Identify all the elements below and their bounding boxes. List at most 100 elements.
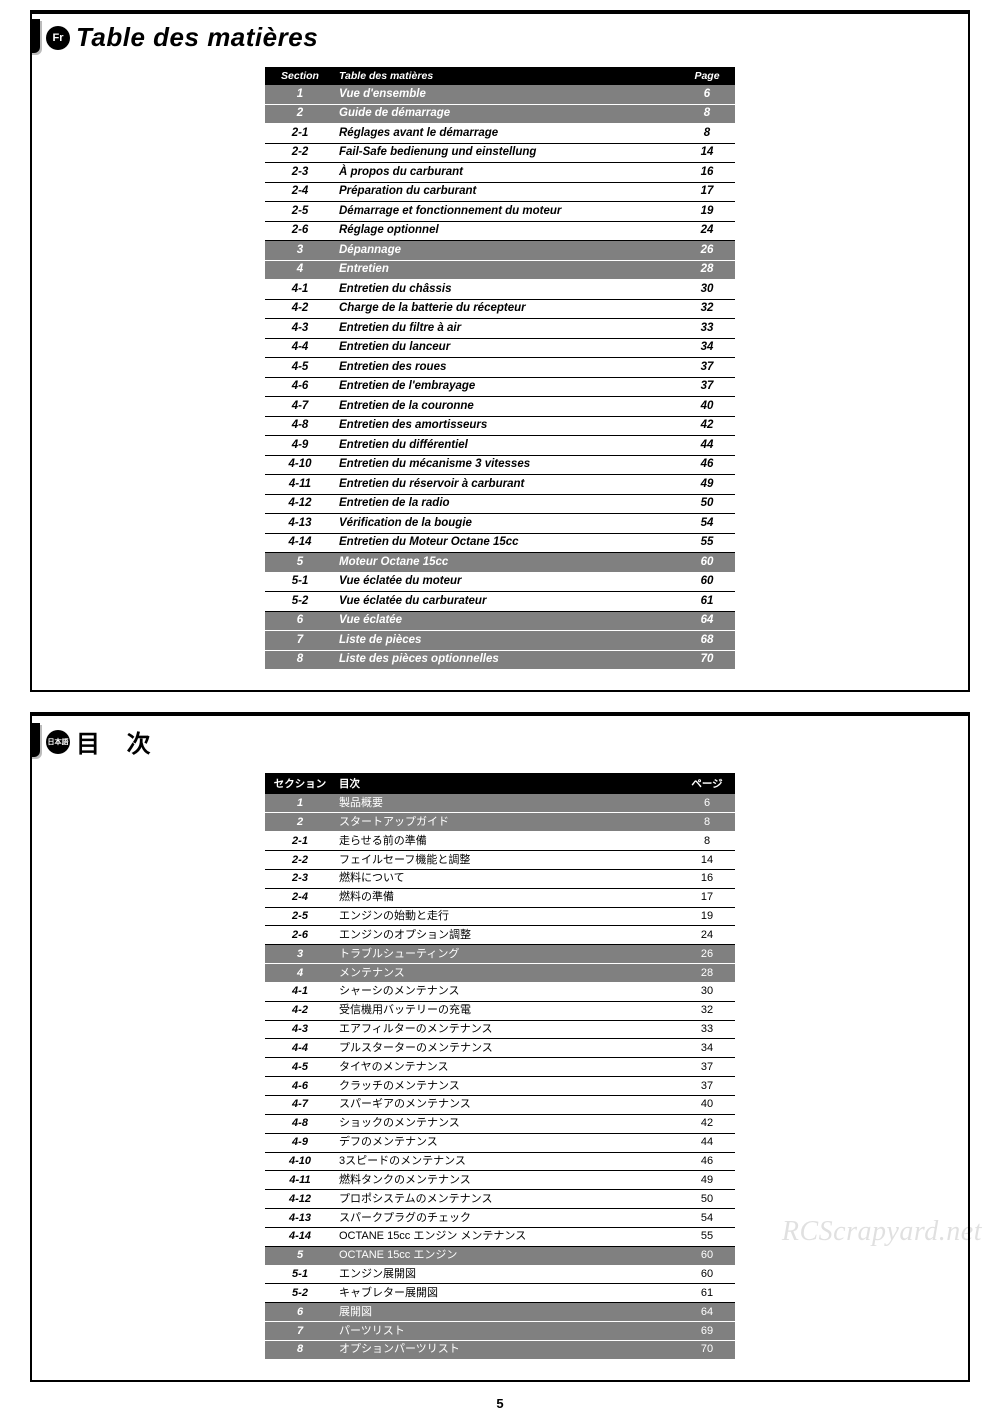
row-section: 4-3 bbox=[265, 321, 335, 337]
row-section: 4 bbox=[265, 966, 335, 981]
row-page: 6 bbox=[679, 87, 735, 103]
toc-row: 4-13Vérification de la bougie54 bbox=[265, 514, 735, 534]
row-title: オプションパーツリスト bbox=[335, 1342, 679, 1357]
toc-row: 7Liste de pièces68 bbox=[265, 631, 735, 651]
row-title: 展開図 bbox=[335, 1305, 679, 1320]
toc-row: 4Entretien28 bbox=[265, 261, 735, 281]
toc-row: 4メンテナンス28 bbox=[265, 964, 735, 983]
row-title: プルスターターのメンテナンス bbox=[335, 1041, 679, 1056]
header-page: Page bbox=[679, 70, 735, 82]
row-section: 2-3 bbox=[265, 165, 335, 181]
toc-row: 4-9Entretien du différentiel44 bbox=[265, 436, 735, 456]
row-section: 5 bbox=[265, 555, 335, 571]
row-page: 60 bbox=[679, 1267, 735, 1282]
row-page: 46 bbox=[679, 457, 735, 473]
toc-row: 2スタートアップガイド8 bbox=[265, 813, 735, 832]
row-section: 4-10 bbox=[265, 1154, 335, 1169]
row-title: Charge de la batterie du récepteur bbox=[335, 301, 679, 317]
row-page: 50 bbox=[679, 496, 735, 512]
toc-row: 2-3À propos du carburant16 bbox=[265, 163, 735, 183]
row-section: 2 bbox=[265, 815, 335, 830]
toc-row: 2-4Préparation du carburant17 bbox=[265, 183, 735, 203]
row-section: 7 bbox=[265, 1324, 335, 1339]
row-section: 4-3 bbox=[265, 1022, 335, 1037]
row-section: 4-2 bbox=[265, 301, 335, 317]
toc-row: 2-1Réglages avant le démarrage8 bbox=[265, 124, 735, 144]
toc-row: 5-1Vue éclatée du moteur60 bbox=[265, 573, 735, 593]
row-section: 4-12 bbox=[265, 496, 335, 512]
row-page: 33 bbox=[679, 321, 735, 337]
row-title: 製品概要 bbox=[335, 796, 679, 811]
row-title: Liste de pièces bbox=[335, 633, 679, 649]
toc-row: 2-1走らせる前の準備8 bbox=[265, 832, 735, 851]
row-page: 8 bbox=[679, 106, 735, 122]
row-page: 32 bbox=[679, 1003, 735, 1018]
row-section: 5-2 bbox=[265, 1286, 335, 1301]
row-section: 4-5 bbox=[265, 360, 335, 376]
row-page: 69 bbox=[679, 1324, 735, 1339]
row-page: 54 bbox=[679, 1211, 735, 1226]
row-page: 60 bbox=[679, 1248, 735, 1263]
row-section: 4-1 bbox=[265, 984, 335, 999]
row-section: 2-2 bbox=[265, 145, 335, 161]
row-page: 50 bbox=[679, 1192, 735, 1207]
row-title: Réglage optionnel bbox=[335, 223, 679, 239]
toc-row: 4-12Entretien de la radio50 bbox=[265, 495, 735, 515]
row-page: 49 bbox=[679, 1173, 735, 1188]
row-section: 4-13 bbox=[265, 516, 335, 532]
row-title: Entretien de la couronne bbox=[335, 399, 679, 415]
row-title: エンジン展開図 bbox=[335, 1267, 679, 1282]
row-title: Guide de démarrage bbox=[335, 106, 679, 122]
row-section: 3 bbox=[265, 947, 335, 962]
row-section: 4-10 bbox=[265, 457, 335, 473]
toc-row: 4-3エアフィルターのメンテナンス33 bbox=[265, 1021, 735, 1040]
row-section: 4-14 bbox=[265, 535, 335, 551]
toc-row: 4-3Entretien du filtre à air33 bbox=[265, 319, 735, 339]
row-title: 燃料タンクのメンテナンス bbox=[335, 1173, 679, 1188]
row-title: 走らせる前の準備 bbox=[335, 834, 679, 849]
row-title: Vue d'ensemble bbox=[335, 87, 679, 103]
row-section: 2-4 bbox=[265, 184, 335, 200]
toc-row: 2-4燃料の準備17 bbox=[265, 889, 735, 908]
header-page: ページ bbox=[679, 776, 735, 791]
row-page: 14 bbox=[679, 853, 735, 868]
toc-row: 2-5Démarrage et fonctionnement du moteur… bbox=[265, 202, 735, 222]
row-title: フェイルセーフ機能と調整 bbox=[335, 853, 679, 868]
row-section: 2 bbox=[265, 106, 335, 122]
toc-row: 5-1エンジン展開図60 bbox=[265, 1266, 735, 1285]
toc-row: 4-13スパークプラグのチェック54 bbox=[265, 1209, 735, 1228]
row-title: Entretien du réservoir à carburant bbox=[335, 477, 679, 493]
row-section: 4-7 bbox=[265, 1097, 335, 1112]
toc-panel: FrTable des matièresSectionTable des mat… bbox=[30, 10, 970, 692]
row-section: 6 bbox=[265, 1305, 335, 1320]
language-badge: Fr bbox=[46, 26, 70, 50]
row-page: 37 bbox=[679, 360, 735, 376]
row-title: トラブルシューティング bbox=[335, 947, 679, 962]
row-page: 30 bbox=[679, 984, 735, 999]
row-page: 24 bbox=[679, 223, 735, 239]
row-page: 44 bbox=[679, 1135, 735, 1150]
row-page: 8 bbox=[679, 126, 735, 142]
row-page: 70 bbox=[679, 652, 735, 668]
row-section: 4-9 bbox=[265, 438, 335, 454]
row-title: エアフィルターのメンテナンス bbox=[335, 1022, 679, 1037]
row-title: 受信機用バッテリーの充電 bbox=[335, 1003, 679, 1018]
row-section: 4-6 bbox=[265, 1079, 335, 1094]
row-section: 2-6 bbox=[265, 223, 335, 239]
row-section: 2-3 bbox=[265, 871, 335, 886]
row-title: シャーシのメンテナンス bbox=[335, 984, 679, 999]
panel-title: 目 次 bbox=[76, 724, 161, 759]
toc-table: セクション目次ページ1製品概要62スタートアップガイド82-1走らせる前の準備8… bbox=[265, 773, 735, 1359]
row-page: 40 bbox=[679, 399, 735, 415]
row-title: Vue éclatée du carburateur bbox=[335, 594, 679, 610]
row-page: 17 bbox=[679, 890, 735, 905]
row-title: Entretien du lanceur bbox=[335, 340, 679, 356]
row-page: 55 bbox=[679, 1229, 735, 1244]
row-section: 6 bbox=[265, 613, 335, 629]
corner-tab bbox=[30, 723, 40, 757]
toc-row: 7パーツリスト69 bbox=[265, 1322, 735, 1341]
toc-header-row: SectionTable des matièresPage bbox=[265, 67, 735, 85]
row-section: 2-6 bbox=[265, 928, 335, 943]
toc-row: 3トラブルシューティング26 bbox=[265, 945, 735, 964]
toc-row: 4-2受信機用バッテリーの充電32 bbox=[265, 1002, 735, 1021]
